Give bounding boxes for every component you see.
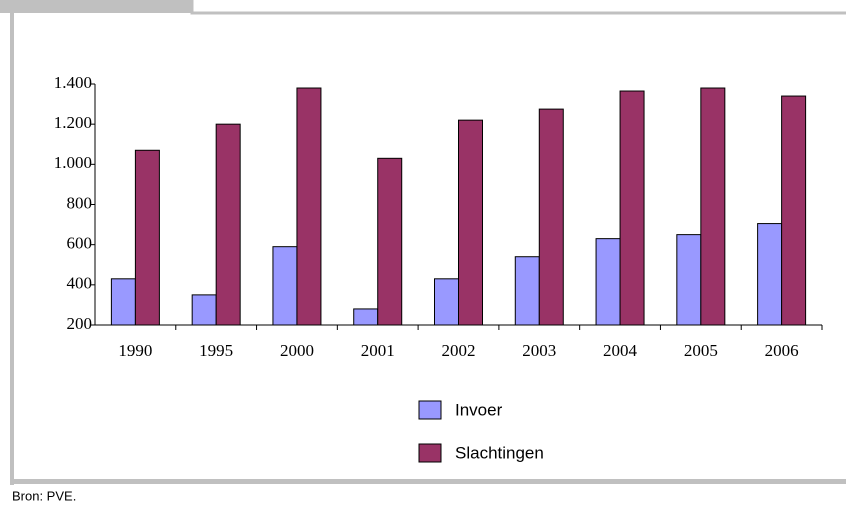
legend-label: Slachtingen <box>455 443 544 462</box>
bar <box>619 90 645 326</box>
bar <box>110 278 136 326</box>
legend-label: Invoer <box>455 400 503 419</box>
y-tick-label: 200 <box>67 314 93 333</box>
bar <box>272 246 298 326</box>
y-tick-label: 800 <box>67 193 93 212</box>
bar <box>353 308 379 326</box>
y-tick-label: 1.200 <box>54 113 92 132</box>
x-tick-label: 2004 <box>603 341 638 360</box>
bar <box>595 238 621 326</box>
bar <box>757 223 783 326</box>
x-tick-label: 1990 <box>118 341 152 360</box>
x-tick-label: 1995 <box>199 341 233 360</box>
bar <box>781 95 807 326</box>
bar <box>458 119 483 326</box>
bar <box>514 256 540 326</box>
bar <box>215 123 241 326</box>
header-box <box>190 0 846 15</box>
frame-left <box>10 13 14 485</box>
bar <box>134 149 160 326</box>
bar <box>377 157 403 326</box>
frame-bottom <box>10 479 846 484</box>
bar <box>700 87 726 326</box>
y-tick-label: 400 <box>67 274 93 293</box>
bar <box>191 294 217 326</box>
x-tick-label: 2005 <box>684 341 718 360</box>
x-tick-label: 2000 <box>280 341 314 360</box>
legend-swatch <box>418 400 442 420</box>
x-tick-label: 2003 <box>522 341 556 360</box>
y-tick-label: 600 <box>67 234 93 253</box>
x-tick-label: 2002 <box>442 341 476 360</box>
source-note: Bron: PVE. <box>12 488 76 503</box>
bar <box>434 278 459 326</box>
x-tick-label: 2001 <box>361 341 395 360</box>
header-bar <box>0 0 192 13</box>
x-tick-label: 2006 <box>765 341 799 360</box>
bar <box>676 234 702 326</box>
legend-swatch <box>418 443 442 463</box>
y-tick-label: 1.000 <box>54 153 92 172</box>
y-tick-label: 1.400 <box>54 73 92 92</box>
bar <box>296 87 322 326</box>
bar <box>538 108 564 326</box>
